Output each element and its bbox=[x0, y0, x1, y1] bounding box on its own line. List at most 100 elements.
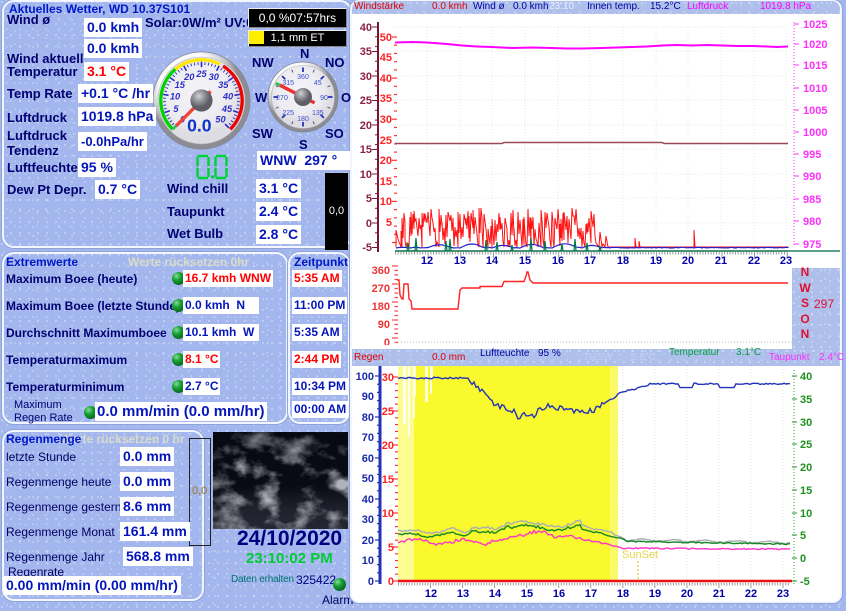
svg-text:1010: 1010 bbox=[803, 83, 827, 95]
svg-text:90: 90 bbox=[320, 95, 328, 102]
svg-text:17: 17 bbox=[585, 588, 597, 600]
svg-text:1020: 1020 bbox=[803, 39, 827, 51]
svg-text:35: 35 bbox=[360, 46, 372, 58]
svg-text:20: 20 bbox=[800, 462, 812, 474]
svg-text:15: 15 bbox=[800, 485, 812, 497]
svg-text:14: 14 bbox=[486, 255, 499, 267]
svg-text:20: 20 bbox=[382, 440, 394, 452]
svg-text:18: 18 bbox=[617, 588, 629, 600]
svg-text:19: 19 bbox=[649, 588, 661, 600]
svg-text:25: 25 bbox=[360, 95, 372, 107]
svg-text:25: 25 bbox=[195, 69, 207, 79]
svg-text:12: 12 bbox=[421, 255, 433, 267]
svg-text:0: 0 bbox=[368, 576, 374, 588]
svg-text:13: 13 bbox=[454, 255, 466, 267]
svg-text:10: 10 bbox=[170, 92, 181, 102]
svg-text:20: 20 bbox=[362, 535, 374, 547]
svg-text:20: 20 bbox=[380, 155, 392, 167]
svg-text:0: 0 bbox=[366, 218, 372, 230]
svg-text:80: 80 bbox=[362, 412, 374, 424]
svg-text:1005: 1005 bbox=[803, 105, 827, 117]
svg-text:12: 12 bbox=[425, 588, 437, 600]
svg-text:10: 10 bbox=[800, 508, 812, 520]
svg-text:45: 45 bbox=[380, 52, 392, 64]
svg-text:5: 5 bbox=[386, 217, 392, 229]
svg-text:980: 980 bbox=[803, 216, 821, 228]
svg-text:25: 25 bbox=[800, 439, 812, 451]
svg-text:30: 30 bbox=[362, 514, 374, 526]
svg-text:-5: -5 bbox=[800, 576, 810, 588]
svg-text:315: 315 bbox=[282, 80, 294, 87]
svg-text:985: 985 bbox=[803, 194, 821, 206]
svg-text:1025: 1025 bbox=[803, 19, 827, 31]
svg-text:30: 30 bbox=[209, 72, 220, 82]
svg-text:270: 270 bbox=[276, 95, 288, 102]
svg-text:50: 50 bbox=[362, 473, 374, 485]
svg-text:22: 22 bbox=[745, 588, 757, 600]
svg-text:0.0: 0.0 bbox=[187, 115, 212, 135]
svg-text:60: 60 bbox=[362, 453, 374, 465]
svg-text:-5: -5 bbox=[362, 242, 372, 254]
svg-text:15: 15 bbox=[382, 474, 394, 486]
svg-text:18: 18 bbox=[617, 255, 629, 267]
svg-text:180: 180 bbox=[372, 301, 390, 313]
svg-text:16: 16 bbox=[552, 255, 564, 267]
svg-text:15: 15 bbox=[360, 144, 372, 156]
svg-text:0: 0 bbox=[384, 337, 390, 345]
svg-text:50: 50 bbox=[215, 115, 226, 125]
svg-text:45: 45 bbox=[314, 80, 322, 87]
svg-text:20: 20 bbox=[183, 72, 195, 82]
svg-text:40: 40 bbox=[800, 371, 812, 383]
svg-text:21: 21 bbox=[715, 255, 727, 267]
svg-text:23: 23 bbox=[777, 588, 789, 600]
svg-text:1000: 1000 bbox=[803, 127, 827, 139]
svg-text:225: 225 bbox=[282, 110, 294, 117]
svg-text:16: 16 bbox=[553, 588, 565, 600]
svg-text:0: 0 bbox=[800, 553, 806, 565]
svg-text:20: 20 bbox=[360, 120, 372, 132]
svg-text:40: 40 bbox=[222, 92, 234, 102]
svg-text:135: 135 bbox=[312, 110, 324, 117]
svg-text:0: 0 bbox=[388, 576, 394, 588]
svg-text:13: 13 bbox=[457, 588, 469, 600]
svg-text:21: 21 bbox=[713, 588, 725, 600]
svg-text:360: 360 bbox=[372, 265, 390, 277]
svg-text:5: 5 bbox=[366, 193, 372, 205]
svg-text:30: 30 bbox=[382, 372, 394, 384]
svg-text:20: 20 bbox=[681, 588, 693, 600]
svg-text:100: 100 bbox=[356, 371, 374, 383]
svg-text:15: 15 bbox=[521, 588, 533, 600]
svg-text:40: 40 bbox=[380, 73, 392, 85]
svg-text:15: 15 bbox=[175, 80, 186, 90]
svg-text:35: 35 bbox=[800, 394, 812, 406]
svg-text:5: 5 bbox=[800, 530, 806, 542]
svg-text:17: 17 bbox=[584, 255, 596, 267]
svg-text:360: 360 bbox=[297, 74, 309, 81]
svg-text:20: 20 bbox=[682, 255, 694, 267]
svg-text:1015: 1015 bbox=[803, 60, 827, 72]
svg-text:30: 30 bbox=[380, 114, 392, 126]
svg-text:10: 10 bbox=[362, 555, 374, 567]
svg-text:995: 995 bbox=[803, 149, 821, 161]
svg-text:90: 90 bbox=[362, 391, 374, 403]
svg-text:15: 15 bbox=[380, 176, 392, 188]
svg-text:19: 19 bbox=[650, 255, 662, 267]
svg-text:180: 180 bbox=[297, 116, 309, 123]
svg-text:10: 10 bbox=[380, 196, 392, 208]
svg-text:40: 40 bbox=[360, 22, 372, 34]
svg-text:10: 10 bbox=[360, 169, 372, 181]
svg-text:30: 30 bbox=[800, 417, 812, 429]
svg-text:90: 90 bbox=[378, 319, 390, 331]
svg-text:270: 270 bbox=[372, 283, 390, 295]
svg-text:15: 15 bbox=[519, 255, 531, 267]
svg-text:25: 25 bbox=[380, 135, 392, 147]
svg-text:35: 35 bbox=[218, 80, 229, 90]
svg-text:23: 23 bbox=[780, 255, 792, 267]
svg-text:SunSet: SunSet bbox=[622, 549, 658, 561]
svg-text:25: 25 bbox=[382, 406, 394, 418]
svg-text:22: 22 bbox=[748, 255, 760, 267]
svg-text:30: 30 bbox=[360, 71, 372, 83]
svg-text:990: 990 bbox=[803, 171, 821, 183]
svg-text:70: 70 bbox=[362, 432, 374, 444]
svg-text:45: 45 bbox=[221, 104, 233, 114]
